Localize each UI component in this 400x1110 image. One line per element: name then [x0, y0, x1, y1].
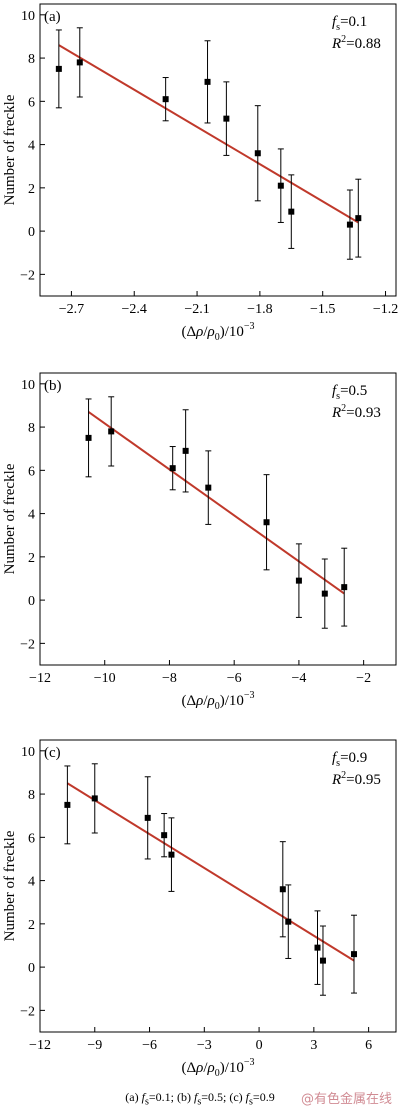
- y-tick-label: 8: [28, 52, 35, 67]
- x-tick-label: −2: [356, 671, 371, 686]
- data-point: [91, 795, 98, 802]
- fs-annotation: fs=0.1: [332, 14, 367, 33]
- data-point: [254, 150, 261, 157]
- watermark-text: @有色金属在线: [300, 1092, 392, 1107]
- x-tick-label: −2.1: [184, 302, 209, 317]
- x-tick-label: −2.4: [122, 302, 147, 317]
- data-point: [108, 428, 115, 435]
- fit-line: [87, 411, 345, 595]
- x-tick-label: 0: [256, 1038, 263, 1053]
- x-axis-label: (Δρ/ρ0)/10−3: [181, 690, 254, 712]
- y-tick-label: 4: [28, 508, 35, 523]
- fit-line: [66, 782, 355, 962]
- x-tick-label: −1.5: [310, 302, 335, 317]
- chart-panel-3: −12 −9 −6 −3 0 3 6 −2 0 2 4 6 8 10 (c) fs=0.9R2=0.95 (Δρ…: [2, 739, 397, 1079]
- data-point: [204, 78, 211, 85]
- y-tick-label: 2: [28, 182, 35, 197]
- y-tick-label: 8: [28, 788, 35, 803]
- x-tick-label: −10: [94, 671, 116, 686]
- x-tick-label: −8: [162, 671, 177, 686]
- x-tick-label: −2.7: [59, 302, 84, 317]
- data-point: [205, 484, 212, 491]
- data-point: [169, 465, 176, 472]
- y-tick-label: 2: [28, 551, 35, 566]
- data-point: [321, 590, 328, 597]
- data-point: [162, 96, 169, 103]
- x-tick-label: −3: [197, 1038, 212, 1053]
- x-tick-label: −4: [291, 671, 306, 686]
- data-point: [351, 951, 358, 958]
- y-tick-label: 0: [28, 594, 35, 609]
- data-point: [346, 221, 353, 228]
- y-tick-label: 2: [28, 918, 35, 933]
- data-point: [144, 814, 151, 821]
- data-point: [355, 215, 362, 222]
- y-axis-label: Number of freckle: [2, 94, 18, 205]
- fs-annotation: fs=0.9: [332, 750, 367, 769]
- fit-line: [58, 44, 359, 224]
- data-point: [182, 447, 189, 454]
- data-point: [85, 434, 92, 441]
- y-tick-label: 4: [28, 139, 35, 154]
- y-tick-label: −2: [20, 268, 35, 283]
- y-tick-label: 0: [28, 961, 35, 976]
- y-tick-label: −2: [20, 1004, 35, 1019]
- fs-annotation: fs=0.5: [332, 383, 367, 402]
- data-point: [76, 59, 83, 66]
- data-point: [319, 957, 326, 964]
- y-tick-label: 6: [28, 831, 35, 846]
- figure-caption: (a) fs=0.1; (b) fs=0.5; (c) fs=0.9: [125, 1090, 275, 1108]
- y-tick-label: −2: [20, 637, 35, 652]
- chart-panel-1: −2.7 −2.4 −2.1 −1.8 −1.5 −1.2 −2 0 2 4 6 8 10 (a) fs=0…: [2, 3, 398, 343]
- data-point: [279, 886, 286, 893]
- data-point: [55, 65, 62, 72]
- y-axis-label: Number of freckle: [2, 830, 18, 941]
- data-point: [161, 832, 168, 839]
- chart-panel-2: −12 −10 −8 −6 −4 −2 −2 0 2 4 6 8 10 (b) fs=0.5R2=0.93 (…: [2, 372, 397, 712]
- x-tick-label: −6: [142, 1038, 157, 1053]
- data-point: [288, 208, 295, 215]
- x-tick-label: −12: [29, 1038, 51, 1053]
- y-tick-label: 8: [28, 421, 35, 436]
- y-tick-label: 0: [28, 225, 35, 240]
- y-tick-label: 4: [28, 875, 35, 890]
- data-point: [285, 918, 292, 925]
- x-tick-label: −1.8: [247, 302, 272, 317]
- x-tick-label: −9: [87, 1038, 102, 1053]
- x-tick-label: −6: [227, 671, 242, 686]
- x-axis-label: (Δρ/ρ0)/10−3: [181, 1057, 254, 1079]
- data-point: [223, 115, 230, 122]
- data-point: [263, 519, 270, 526]
- panel-label: (c): [44, 745, 61, 761]
- y-axis-label: Number of freckle: [2, 463, 18, 574]
- y-tick-label: 10: [21, 9, 35, 24]
- r2-annotation: R2=0.88: [331, 34, 381, 52]
- panel-label: (a): [44, 9, 61, 25]
- data-point: [314, 944, 321, 951]
- data-point: [295, 577, 302, 584]
- data-point: [341, 584, 348, 591]
- y-tick-label: 10: [21, 745, 35, 760]
- x-axis-label: (Δρ/ρ0)/10−3: [181, 321, 254, 343]
- x-tick-label: −1.2: [373, 302, 398, 317]
- data-point: [64, 801, 71, 808]
- x-tick-label: −12: [29, 671, 51, 686]
- y-tick-label: 6: [28, 95, 35, 110]
- panel-label: (b): [44, 378, 62, 394]
- x-tick-label: 3: [310, 1038, 317, 1053]
- data-point: [277, 182, 284, 189]
- y-tick-label: 10: [21, 378, 35, 393]
- x-tick-label: 6: [365, 1038, 372, 1053]
- y-tick-label: 6: [28, 464, 35, 479]
- r2-annotation: R2=0.95: [331, 770, 381, 788]
- plot-frame: [39, 3, 397, 297]
- plot-frame: [39, 372, 397, 666]
- plot-frame: [39, 739, 397, 1033]
- r2-annotation: R2=0.93: [331, 403, 381, 421]
- data-point: [168, 851, 175, 858]
